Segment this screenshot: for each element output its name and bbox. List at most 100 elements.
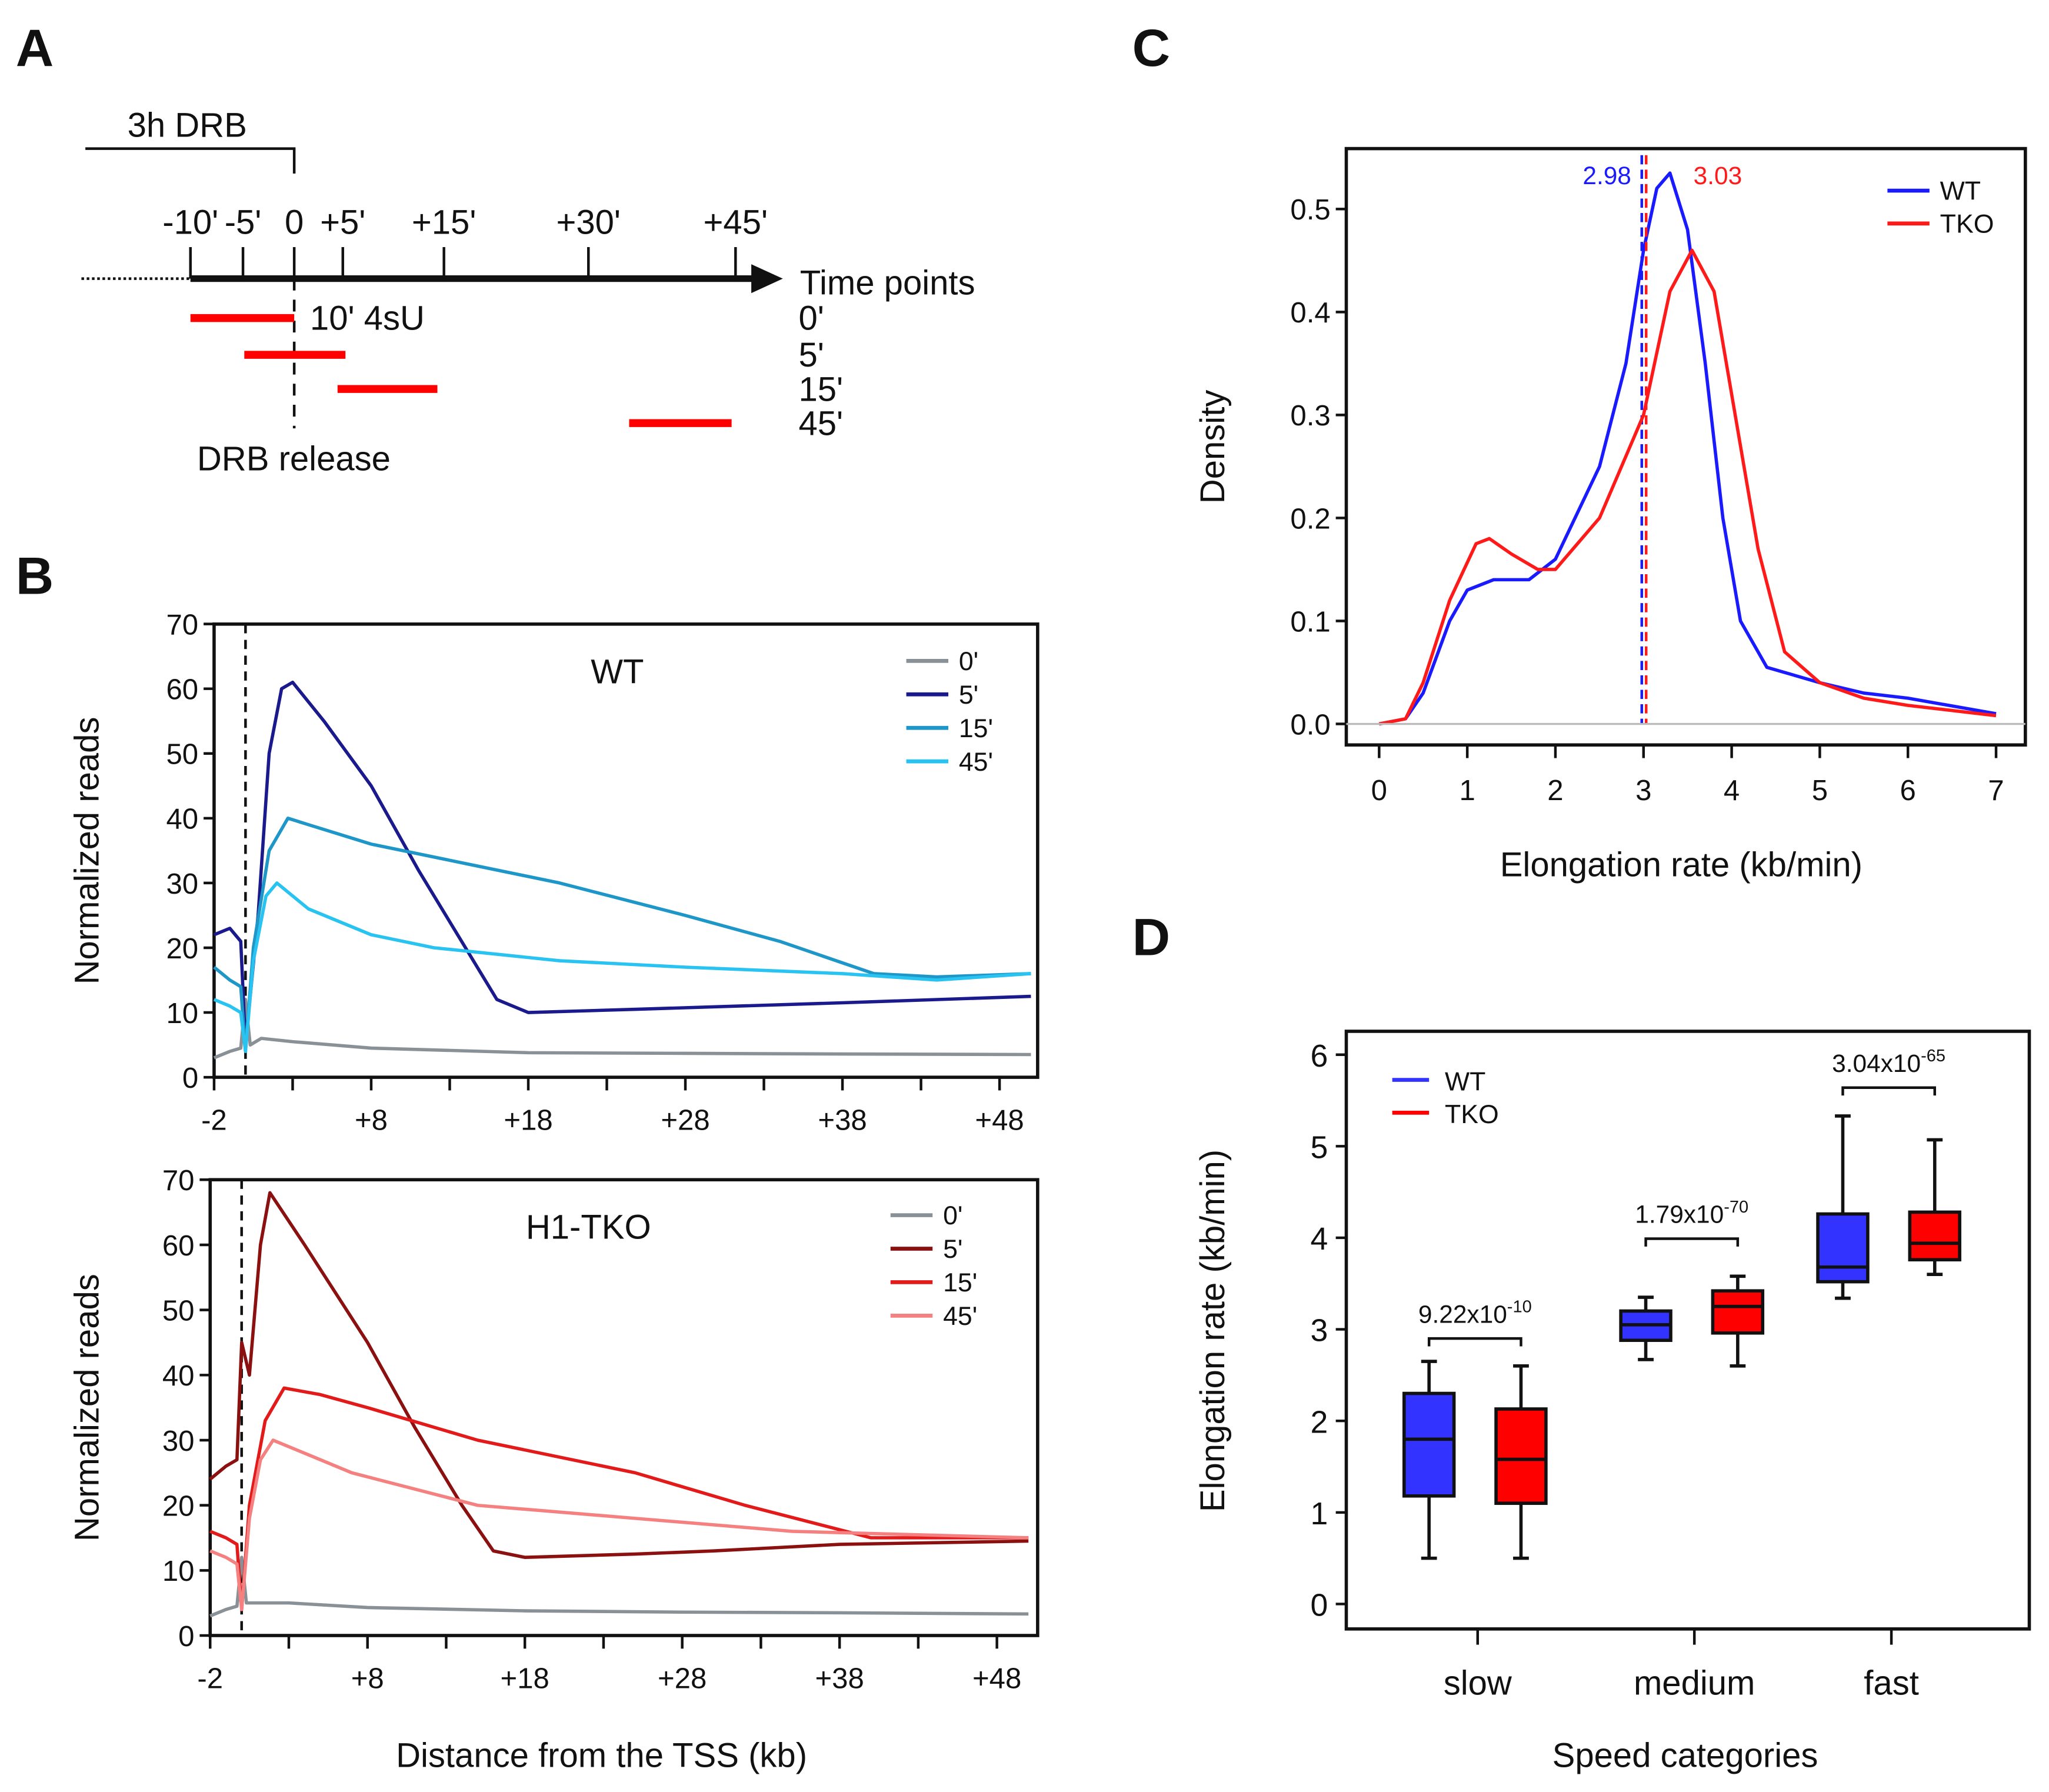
p-value-exponent: -10	[1507, 1297, 1532, 1316]
series-line-0	[1378, 171, 1997, 726]
p-value-base: 3.04x10	[1832, 1050, 1921, 1077]
legend-label: 5'	[943, 1235, 962, 1264]
median-label: 2.98	[1582, 162, 1631, 189]
chart-tko-profiles: 0 10 20 30 40 50 60 70 -2 +8 +18 +28 +38 +48 H1-TKO Dis…	[68, 1165, 1040, 1774]
x-tick-label: +28	[661, 1104, 709, 1136]
y-tick-label: 40	[166, 804, 199, 835]
y-tick-label: 0.4	[1290, 297, 1330, 329]
x-tick-label: +18	[501, 1663, 549, 1694]
time-tick-label: +15'	[412, 204, 477, 242]
x-tick-label: 1	[1459, 775, 1475, 807]
y-axis-label: Density	[1194, 390, 1232, 504]
legend-label: TKO	[1940, 209, 1994, 238]
x-tick-label: -2	[201, 1104, 227, 1136]
p-value-base: 9.22x10	[1418, 1300, 1507, 1328]
panel-label-c: C	[1132, 18, 1171, 77]
y-tick-label: 10	[166, 998, 199, 1030]
series-line-3	[209, 1438, 1029, 1611]
p-value-label: 9.22x10-10	[1418, 1297, 1532, 1328]
chart-wt-profiles: 0 10 20 30 40 50 60 70 -2 +8 +18 +28 +38 +48 WT Normali…	[68, 609, 1040, 1136]
y-tick-label: 50	[166, 739, 199, 771]
significance-bracket	[1841, 1086, 1936, 1096]
treatment-label: 3h DRB	[128, 106, 247, 145]
significance-bracket	[1644, 1237, 1740, 1247]
p-value-label: 1.79x10-70	[1635, 1198, 1748, 1228]
x-tick-label: +18	[504, 1104, 552, 1136]
y-tick-label: 6	[1310, 1038, 1328, 1074]
time-point-label: 45'	[798, 404, 843, 442]
series-line-3	[213, 881, 1031, 1053]
legend-label: 5'	[959, 681, 978, 710]
y-tick-label: 30	[162, 1425, 195, 1457]
series-line-2	[209, 1386, 1029, 1611]
y-tick-label: 0.3	[1290, 400, 1330, 432]
x-tick-label: 4	[1724, 775, 1740, 807]
y-tick-label: 5	[1310, 1130, 1328, 1165]
y-tick-label: 0	[182, 1062, 198, 1094]
y-tick-label: 50	[162, 1295, 195, 1327]
box-tko	[1494, 1407, 1548, 1505]
legend-label: 45'	[943, 1302, 977, 1331]
time-tick-label: 0	[285, 204, 304, 242]
category-label: fast	[1864, 1664, 1919, 1702]
x-tick-label: 5	[1812, 775, 1828, 807]
time-point-label: 15'	[798, 370, 843, 408]
release-label: DRB release	[197, 440, 391, 478]
p-value-exponent: -70	[1724, 1198, 1748, 1217]
x-tick-label: 0	[1371, 775, 1387, 807]
series-line-1	[1378, 248, 1997, 726]
x-axis-label: Speed categories	[1552, 1736, 1818, 1774]
p-value-exponent: -65	[1921, 1047, 1945, 1065]
time-axis-label: Time points	[800, 264, 975, 302]
series-line-1	[213, 680, 1031, 1047]
y-tick-label: 60	[166, 674, 199, 706]
box-wt	[1402, 1391, 1456, 1498]
p-value-base: 1.79x10	[1635, 1201, 1724, 1228]
median-label: 3.03	[1694, 162, 1743, 189]
series-line-0	[209, 1555, 1029, 1618]
x-tick-label: 2	[1547, 775, 1563, 807]
time-tick-label: +45'	[704, 204, 768, 242]
plot-frame	[1344, 146, 2027, 747]
category-label: slow	[1444, 1664, 1512, 1702]
y-tick-label: 0.2	[1290, 503, 1330, 535]
box-wt	[1816, 1212, 1870, 1284]
chart-boxplot: 0 1 2 3 4 5 6 slow medium fast Speed categories Elo…	[1194, 1030, 2031, 1774]
y-tick-label: 20	[162, 1491, 195, 1523]
legend-label: 45'	[959, 748, 993, 777]
arrow-head-icon	[751, 264, 783, 294]
time-tick-label: -5'	[225, 204, 262, 242]
series-line-1	[209, 1191, 1029, 1559]
x-tick-label: +8	[355, 1104, 388, 1136]
treatment-bracket	[85, 147, 296, 174]
x-tick-label: +28	[658, 1663, 707, 1694]
x-tick-label: +38	[815, 1663, 864, 1694]
y-tick-label: 0.5	[1290, 194, 1330, 226]
time-tick-label: +5'	[320, 204, 365, 242]
legend-label: WT	[1940, 177, 1981, 206]
box-tko	[1711, 1289, 1765, 1335]
x-tick-label: -2	[197, 1663, 223, 1694]
x-tick-label: 7	[1988, 775, 2004, 807]
series-line-2	[213, 817, 1031, 1053]
time-point-label: 5'	[798, 336, 824, 374]
y-axis-label: Normalized reads	[68, 1274, 106, 1541]
y-tick-label: 1	[1310, 1496, 1328, 1531]
category-label: medium	[1634, 1664, 1755, 1702]
legend-label: 0'	[959, 647, 978, 676]
x-tick-label: 6	[1900, 775, 1916, 807]
x-axis-label: Elongation rate (kb/min)	[1500, 846, 1863, 884]
x-tick-label: +48	[972, 1663, 1021, 1694]
legend-label: 0'	[943, 1201, 962, 1230]
y-tick-label: 70	[166, 609, 199, 641]
x-tick-label: 3	[1635, 775, 1651, 807]
legend-label: WT	[1445, 1067, 1485, 1096]
y-tick-label: 3	[1310, 1313, 1328, 1348]
y-tick-label: 10	[162, 1555, 195, 1587]
x-axis-label: Distance from the TSS (kb)	[396, 1736, 807, 1774]
y-tick-label: 4	[1310, 1221, 1328, 1257]
timeline-diagram: 3h DRB -10' -5' 0 +5' +15' +30' +45' Time poin…	[81, 106, 975, 478]
panel-label-d: D	[1132, 907, 1171, 966]
chart-density: 0.0 0.1 0.2 0.3 0.4 0.5 0 1 2 3 4 5 6 7 Elongation rat…	[1194, 146, 2027, 884]
chart-title: WT	[591, 652, 644, 691]
